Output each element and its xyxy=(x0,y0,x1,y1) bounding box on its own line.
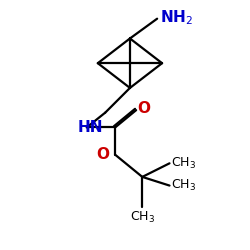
Text: O: O xyxy=(137,102,150,116)
Text: CH$_3$: CH$_3$ xyxy=(171,178,196,193)
Text: HN: HN xyxy=(78,120,104,135)
Text: O: O xyxy=(97,147,110,162)
Text: CH$_3$: CH$_3$ xyxy=(171,156,196,171)
Text: NH$_2$: NH$_2$ xyxy=(160,8,193,27)
Text: CH$_3$: CH$_3$ xyxy=(130,210,155,226)
